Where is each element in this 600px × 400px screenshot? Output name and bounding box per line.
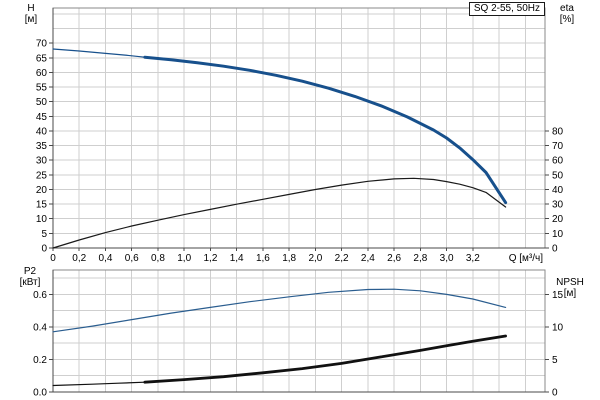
left-tick-label: 45: [36, 112, 48, 123]
left-tick-label: 20: [36, 185, 48, 196]
x-tick-label: 0: [50, 253, 56, 264]
eta-axis-label: eta [%]: [551, 3, 583, 25]
x-tick-label: 2,6: [387, 253, 401, 264]
left-tick-label: 35: [36, 141, 48, 152]
left-tick-label: 0.6: [33, 290, 47, 301]
right-tick-label: 30: [552, 200, 564, 211]
left-tick-label: 40: [36, 126, 48, 137]
x-tick-label: 0,4: [99, 253, 113, 264]
x-tick-label: 3,0: [440, 253, 454, 264]
p2-curve: [52, 288, 507, 333]
right-tick-label: 15: [552, 290, 564, 301]
npsh-axis-name: NPSH: [556, 277, 584, 288]
x-tick-label: 0,6: [125, 253, 139, 264]
right-tick-label: 0: [552, 244, 558, 255]
x-tick-label: 0,2: [72, 253, 86, 264]
right-tick-label: 20: [552, 214, 564, 225]
head-curve-lead: [52, 48, 146, 58]
npsh-curve-lead: [52, 381, 146, 387]
x-tick-label: 1,6: [256, 253, 270, 264]
right-tick-label: 5: [552, 355, 558, 366]
left-tick-label: 65: [36, 53, 48, 64]
eta-axis-unit: [%]: [559, 14, 575, 25]
left-tick-label: 10: [36, 214, 48, 225]
x-tick-label: 0,8: [151, 253, 165, 264]
right-tick-label: 50: [552, 170, 564, 181]
left-tick-label: 15: [36, 200, 48, 211]
left-tick-label: 0: [41, 244, 47, 255]
h-axis-label: H [м]: [17, 3, 45, 25]
left-tick-label: 5: [41, 229, 47, 240]
power-npsh-chart: 0.0 0.2 0.4 0.6 0 5 10 15: [33, 269, 564, 399]
right-tick-label: 10: [552, 229, 564, 240]
x-tick-label: 2,8: [413, 253, 427, 264]
h-axis-name: H: [27, 3, 35, 14]
left-tick-label: 0.4: [33, 322, 47, 333]
p2-axis-name: P2: [23, 266, 37, 277]
x-tick-label: 2,2: [335, 253, 349, 264]
left-tick-label: 30: [36, 156, 48, 167]
x-tick-label: 1,0: [177, 253, 191, 264]
right-tick-label: 70: [552, 141, 564, 152]
right-tick-label: 40: [552, 185, 564, 196]
left-tick-label: 60: [36, 68, 48, 79]
x-tick-label: 2,0: [308, 253, 322, 264]
pump-model-title: SQ 2-55, 50Hz: [468, 2, 545, 16]
x-tick-label: 1,8: [282, 253, 296, 264]
x-tick-label: 1,2: [203, 253, 217, 264]
plot-frame: [52, 7, 546, 249]
x-tick-label: 3,2: [466, 253, 480, 264]
npsh-axis-unit: [м]: [563, 288, 577, 299]
right-tick-label: 80: [552, 126, 564, 137]
left-tick-label: 25: [36, 170, 48, 181]
left-tick-label: 50: [36, 97, 48, 108]
left-tick-label: 55: [36, 83, 48, 94]
plot-frame: [52, 269, 546, 393]
left-tick-label: 0.0: [33, 388, 47, 399]
left-tick-label: 0.2: [33, 355, 47, 366]
head-efficiency-chart: 0 5 10 15 20 25 30 35 40 45 50 55 60 65 70 0 10 20 30 40 50 6…: [36, 7, 564, 264]
x-axis-title: Q [м³/ч]: [509, 253, 544, 264]
right-tick-label: 60: [552, 156, 564, 167]
eta-axis-name: eta: [560, 3, 574, 14]
right-tick-label: 0: [552, 388, 558, 399]
h-axis-unit: [м]: [24, 14, 38, 25]
left-tick-label: 70: [36, 39, 48, 50]
p2-axis-unit: [кВт]: [19, 277, 41, 288]
head-curve: [143, 55, 508, 205]
x-tick-label: 2,4: [361, 253, 375, 264]
p2-axis-label: P2 [кВт]: [12, 266, 48, 288]
npsh-curve: [143, 334, 507, 384]
eta-curve: [52, 177, 507, 249]
right-tick-label: 10: [552, 322, 564, 333]
npsh-axis-label: NPSH [м]: [548, 277, 592, 299]
x-tick-label: 1,4: [230, 253, 244, 264]
